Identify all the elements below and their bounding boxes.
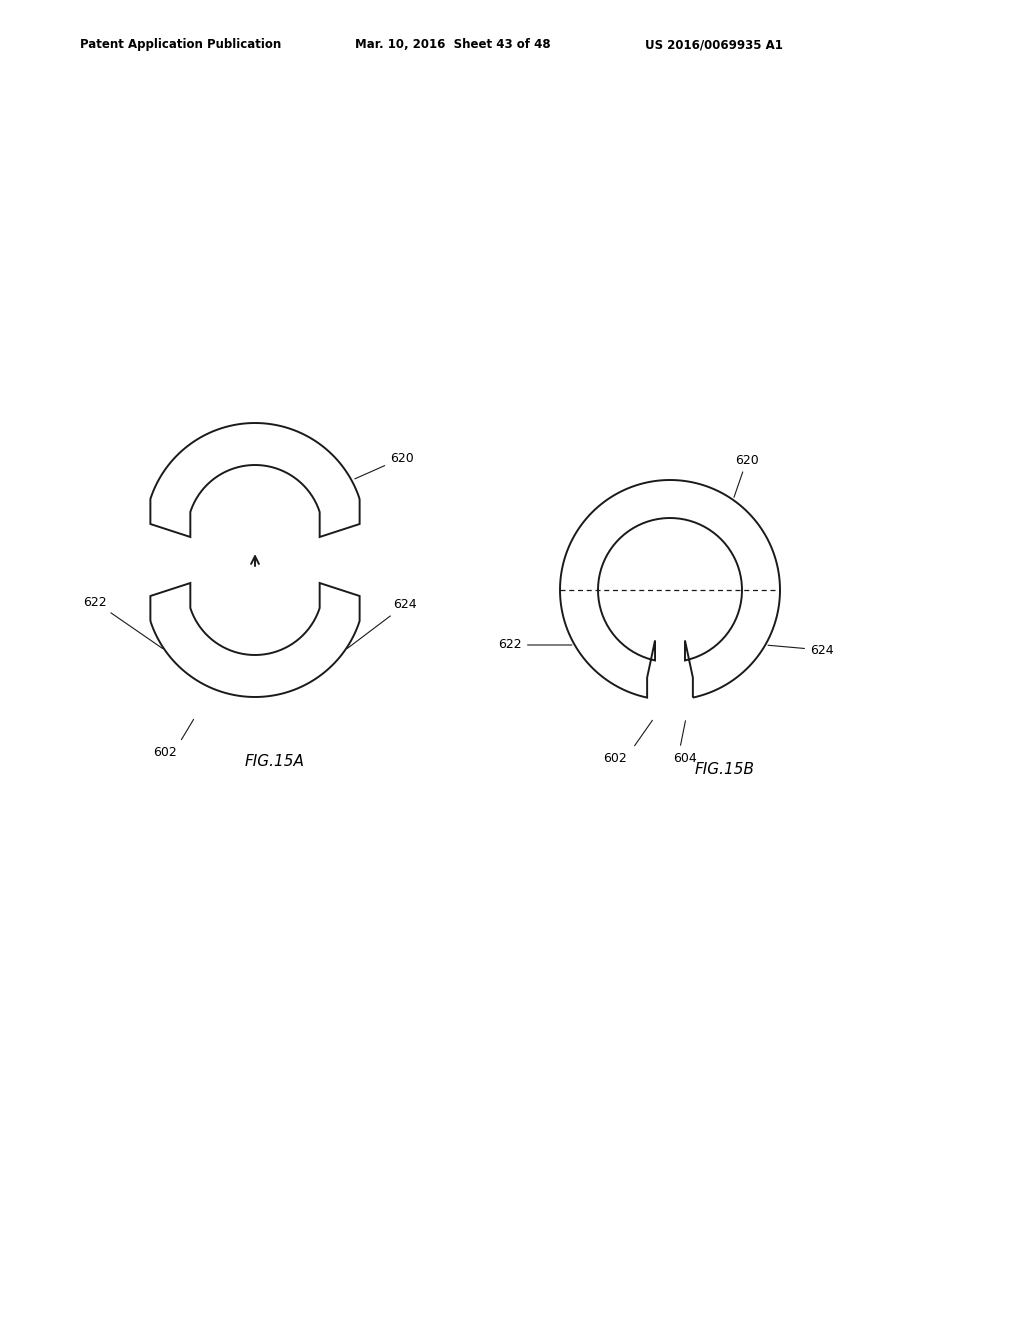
Text: 624: 624 xyxy=(768,644,834,656)
Text: 620: 620 xyxy=(734,454,759,498)
Text: 620: 620 xyxy=(354,451,414,479)
Text: Patent Application Publication: Patent Application Publication xyxy=(80,38,282,51)
Text: FIG.15B: FIG.15B xyxy=(695,763,755,777)
Text: FIG.15A: FIG.15A xyxy=(245,755,305,770)
Text: 624: 624 xyxy=(347,598,417,648)
Text: US 2016/0069935 A1: US 2016/0069935 A1 xyxy=(645,38,783,51)
Text: 602: 602 xyxy=(154,746,177,759)
Text: Mar. 10, 2016  Sheet 43 of 48: Mar. 10, 2016 Sheet 43 of 48 xyxy=(355,38,551,51)
Text: 622: 622 xyxy=(83,595,163,648)
Text: 604: 604 xyxy=(673,751,697,764)
Text: 622: 622 xyxy=(499,639,572,652)
Text: 602: 602 xyxy=(603,751,627,764)
